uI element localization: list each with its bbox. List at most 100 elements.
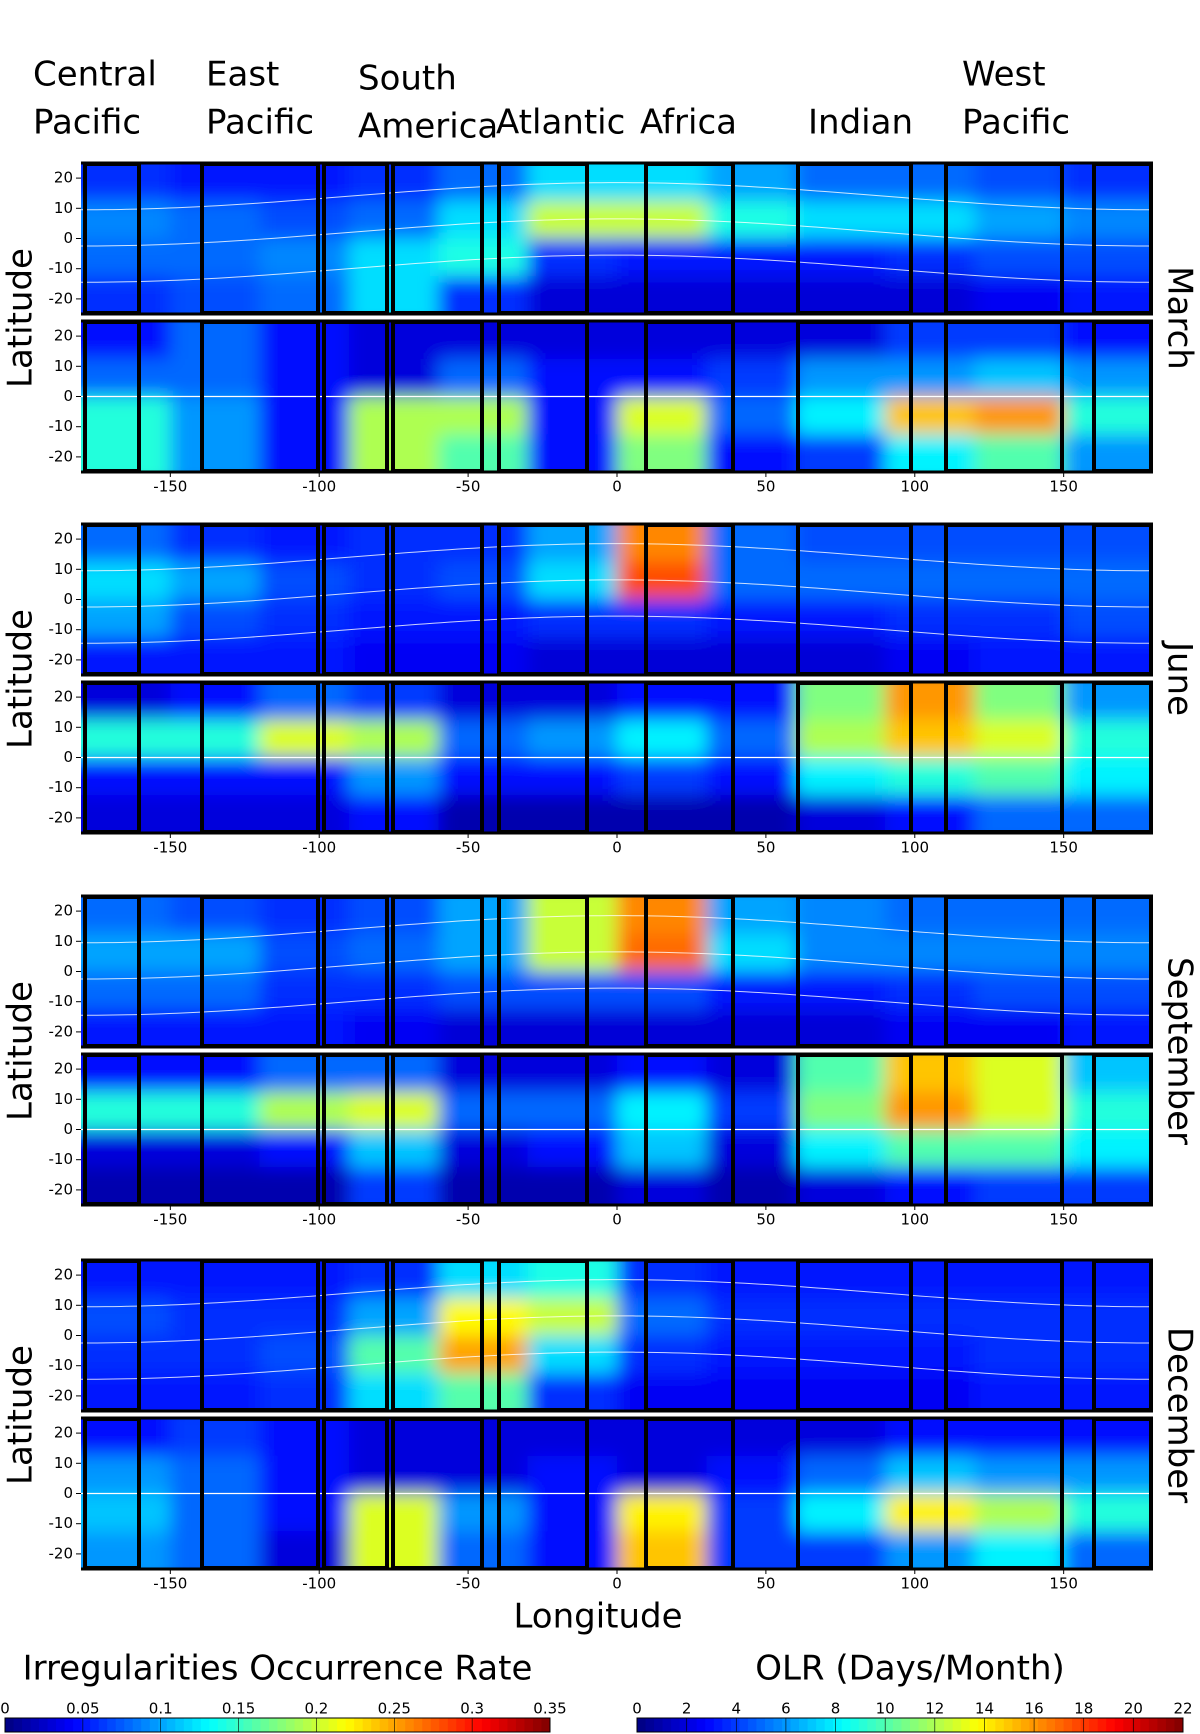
- heatmap-cell: [885, 1335, 975, 1374]
- heatmap-cell: [527, 1373, 618, 1411]
- heatmap-cell: [885, 599, 975, 638]
- colorbar-swatch: [764, 1718, 774, 1732]
- colorbar-swatch: [1037, 1718, 1047, 1732]
- heatmap-cell: [527, 1531, 618, 1569]
- colorbar-swatch: [713, 1718, 723, 1732]
- x-tick-label: -150: [153, 1211, 187, 1229]
- colorbar-swatch: [654, 1718, 664, 1732]
- heatmap-cell: [795, 1418, 886, 1457]
- heatmap-cell: [527, 971, 618, 1010]
- colorbar-swatch: [277, 1718, 287, 1732]
- colorbar-swatch: [1089, 1718, 1099, 1732]
- y-tick-label: -10: [49, 992, 74, 1010]
- x-tick-label: 100: [900, 1211, 929, 1229]
- heatmap-cell: [617, 1009, 707, 1047]
- heatmap-cell: [885, 1373, 975, 1411]
- colorbar-swatch: [362, 1718, 372, 1732]
- heatmap-cell: [81, 1531, 171, 1569]
- colorbar-swatch: [56, 1718, 66, 1732]
- heatmap-cell: [617, 1054, 707, 1093]
- colorbar-swatch: [705, 1718, 715, 1732]
- heatmap-cell: [81, 795, 171, 833]
- heatmap-cells: [81, 1260, 1153, 1411]
- heatmap-cell: [170, 276, 261, 314]
- colorbar-tick-label: 0: [632, 1700, 642, 1718]
- dip-line: [81, 1279, 1153, 1308]
- heatmap-cell: [527, 276, 618, 314]
- heatmap-cells: [81, 163, 1153, 314]
- heatmap-cell: [974, 561, 1065, 600]
- colorbar-swatch: [490, 1718, 500, 1732]
- heatmap-cell: [885, 1455, 975, 1494]
- colorbar-swatch: [816, 1718, 826, 1732]
- heatmap-cell: [795, 719, 886, 758]
- y-tick-label: -10: [49, 1150, 74, 1168]
- x-tick-label: -100: [302, 1575, 336, 1593]
- y-tick-label: 10: [54, 932, 73, 950]
- heatmap-cell: [617, 1531, 707, 1569]
- colorbar-swatch: [1097, 1718, 1107, 1732]
- heatmap-cell: [527, 321, 618, 360]
- heatmap-cell: [706, 1091, 797, 1130]
- colorbar-swatch: [286, 1718, 296, 1732]
- heatmap-cell: [527, 524, 618, 563]
- heatmap: [81, 524, 1153, 675]
- heatmap-cells: [81, 1418, 1153, 1569]
- dip-line: [81, 1315, 1153, 1344]
- colorbar-swatch: [413, 1718, 423, 1732]
- heatmap-cell: [170, 434, 261, 472]
- colorbar-swatch: [944, 1718, 954, 1732]
- y-tick-label: -20: [49, 1386, 74, 1404]
- colorbar-swatch: [875, 1718, 885, 1732]
- heatmap-cell: [795, 561, 886, 600]
- heatmap-cell: [170, 561, 261, 600]
- heatmap-cell: [706, 396, 797, 435]
- colorbar-swatch: [841, 1718, 851, 1732]
- x-tick-label: 50: [756, 839, 775, 857]
- heatmap-cell: [795, 1054, 886, 1093]
- heatmap-cell: [170, 795, 261, 833]
- colorbar-swatch: [961, 1718, 971, 1732]
- colorbar-tick-label: 0.2: [304, 1700, 328, 1718]
- heatmap-cell: [795, 163, 886, 202]
- heatmap-cell: [617, 1335, 707, 1374]
- x-tick-label: -150: [153, 478, 187, 496]
- colorbar-swatch: [1055, 1718, 1065, 1732]
- heatmap-cell: [259, 524, 350, 563]
- colorbar-swatch: [98, 1718, 108, 1732]
- heatmap-cell: [1063, 1297, 1153, 1336]
- heatmap-cell: [81, 1129, 171, 1168]
- heatmap-cell: [1063, 1455, 1153, 1494]
- y-tick-label: 20: [54, 1060, 73, 1078]
- heatmap-cell: [170, 599, 261, 638]
- colorbar-swatch: [824, 1718, 834, 1732]
- heatmap-cell: [795, 599, 886, 638]
- region-label: South: [358, 59, 457, 99]
- heatmap-cell: [259, 1009, 350, 1047]
- heatmap-cell: [706, 524, 797, 563]
- heatmap-cell: [81, 1054, 171, 1093]
- colorbar-swatch: [671, 1718, 681, 1732]
- y-tick-label: -20: [49, 289, 74, 307]
- colorbar-tick-label: 8: [831, 1700, 841, 1718]
- heatmap-cell: [259, 1335, 350, 1374]
- heatmap-cell: [795, 757, 886, 796]
- colorbar-swatch: [13, 1718, 23, 1732]
- heatmap-cells: [81, 1054, 1153, 1205]
- heatmap-cell: [795, 1091, 886, 1130]
- heatmap-cell: [81, 1091, 171, 1130]
- colorbar-swatch: [1046, 1718, 1056, 1732]
- colorbar-swatch: [739, 1718, 749, 1732]
- heatmap-cell: [259, 719, 350, 758]
- x-tick-label: 50: [756, 1211, 775, 1229]
- heatmap-cell: [617, 1129, 707, 1168]
- heatmap-cell: [170, 396, 261, 435]
- colorbar-swatch: [243, 1718, 253, 1732]
- y-tick-label: 20: [54, 1424, 73, 1442]
- heatmap-cell: [706, 358, 797, 397]
- heatmap-cell: [795, 1531, 886, 1569]
- heatmap-cell: [706, 434, 797, 472]
- heatmap-cell: [1063, 1531, 1153, 1569]
- heatmap: [81, 163, 1153, 314]
- dip-line: [81, 218, 1153, 247]
